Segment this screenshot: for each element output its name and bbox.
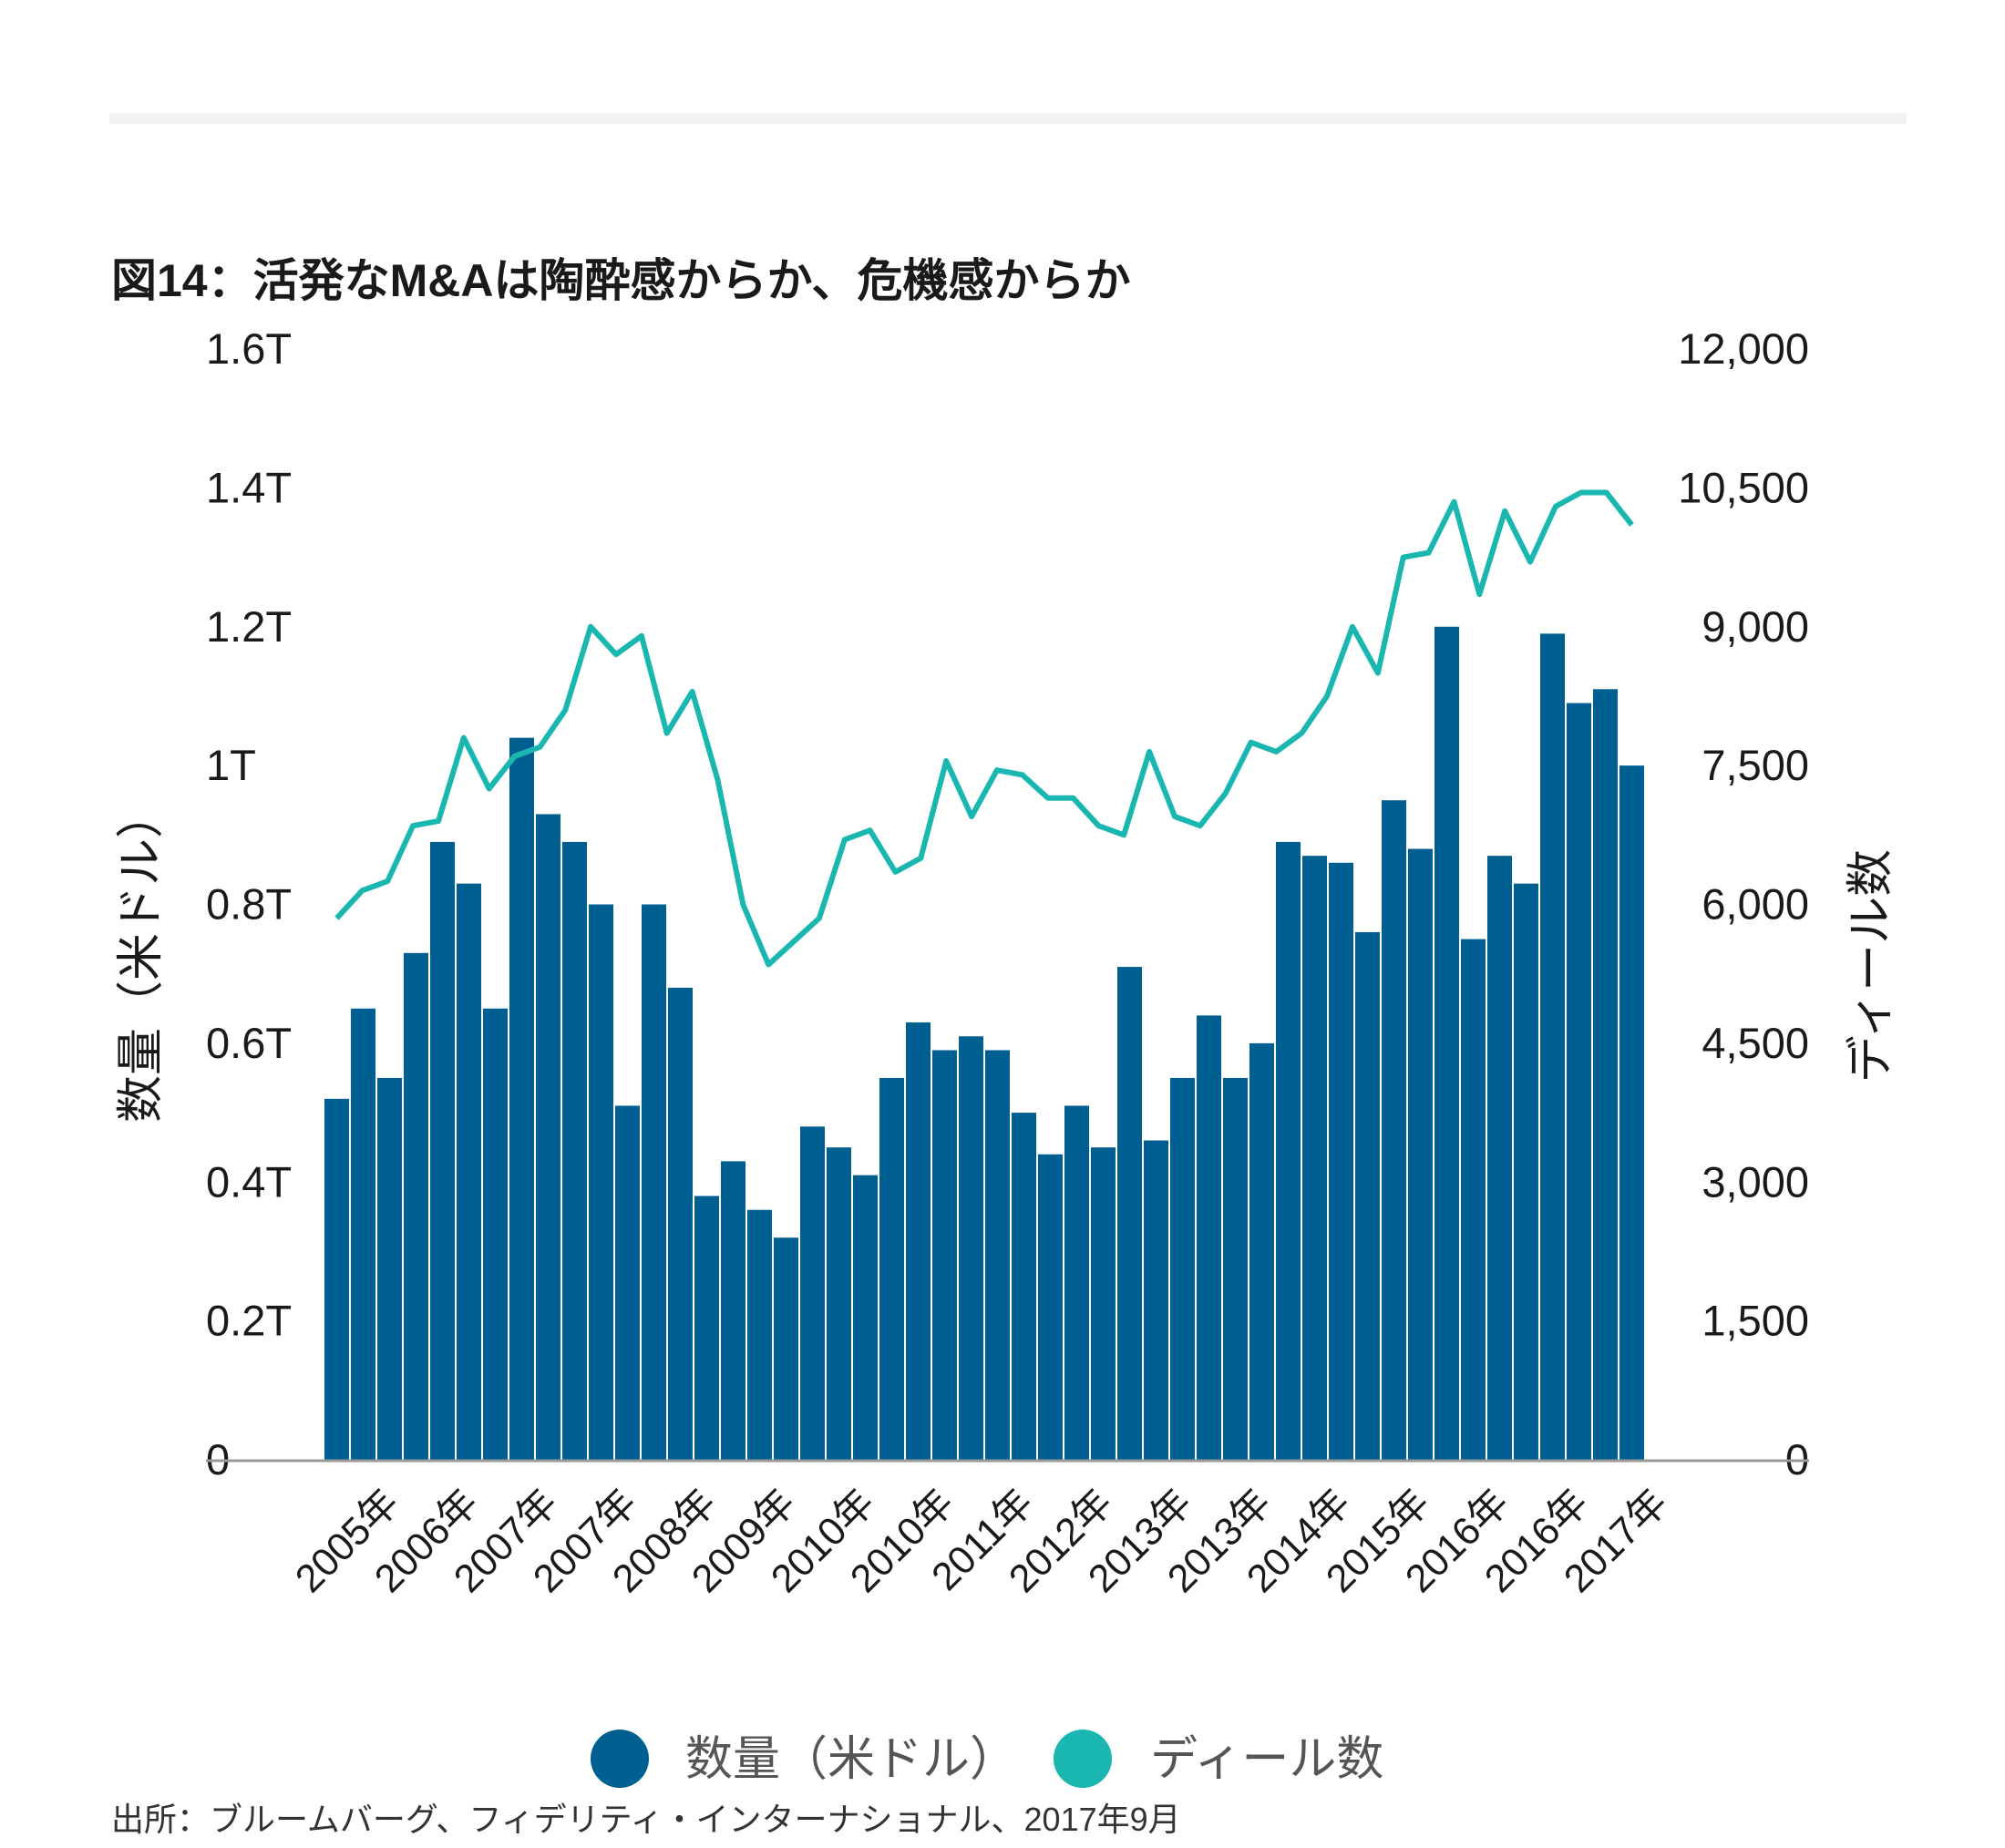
bar — [694, 1196, 719, 1460]
bar — [536, 814, 560, 1460]
bar — [1514, 883, 1538, 1460]
bar — [509, 737, 534, 1460]
bar — [1197, 1015, 1221, 1460]
bar — [562, 841, 587, 1460]
bar — [1276, 841, 1301, 1460]
bar — [1249, 1042, 1274, 1460]
bar — [1355, 931, 1380, 1460]
bar — [853, 1175, 878, 1460]
legend-swatch-deals — [1054, 1730, 1112, 1788]
left-tick-label: 1T — [206, 741, 256, 789]
bar — [1012, 1113, 1036, 1460]
right-axis-ticks: 01,5003,0004,5006,0007,5009,00010,50012,… — [1678, 324, 1809, 1484]
bar — [457, 883, 481, 1460]
x-axis-labels: 2005年2006年2007年2007年2008年2009年2010年2010年… — [287, 1481, 1676, 1601]
right-tick-label: 4,500 — [1702, 1019, 1809, 1067]
bar — [800, 1126, 825, 1460]
left-tick-label: 0.2T — [206, 1297, 292, 1345]
bar — [721, 1161, 745, 1460]
right-tick-label: 3,000 — [1702, 1157, 1809, 1206]
legend-swatch-volume — [591, 1730, 649, 1788]
right-tick-label: 10,500 — [1678, 463, 1809, 511]
bar — [906, 1022, 931, 1460]
bar — [377, 1077, 402, 1460]
bar — [1567, 703, 1591, 1460]
right-tick-label: 9,000 — [1702, 602, 1809, 651]
bar — [1487, 856, 1512, 1460]
left-tick-label: 1.2T — [206, 602, 292, 651]
legend: 数量（米ドル） ディール数 — [591, 1730, 1383, 1788]
source-note: 出所：ブルームバーグ、フィデリティ・インターナショナル、2017年9月 — [111, 1801, 1181, 1838]
top-divider — [109, 113, 1907, 124]
bar — [985, 1050, 1010, 1460]
legend-label-deals: ディール数 — [1150, 1733, 1383, 1786]
bar — [1382, 800, 1406, 1460]
deal-count-line — [334, 489, 1634, 968]
bar — [1091, 1147, 1116, 1460]
left-tick-label: 0.6T — [206, 1019, 292, 1067]
bar — [589, 904, 613, 1460]
bar — [404, 952, 428, 1460]
bar — [1461, 939, 1486, 1460]
bar — [351, 1008, 375, 1460]
bar — [1593, 689, 1618, 1460]
bar — [1064, 1105, 1089, 1460]
legend-label-volume: 数量（米ドル） — [685, 1733, 1017, 1786]
bar — [1329, 862, 1353, 1460]
chart-title: 図14：活発なM&Aは陶酔感からか、危機感からか — [111, 255, 1131, 306]
bar — [483, 1008, 508, 1460]
bar — [879, 1077, 904, 1460]
bar — [1302, 856, 1327, 1460]
bar — [1144, 1140, 1168, 1460]
left-axis-title: 数量（米ドル） — [115, 791, 168, 1123]
right-tick-label: 7,500 — [1702, 741, 1809, 789]
right-axis-title: ディール数 — [1845, 849, 1897, 1083]
bar — [1223, 1077, 1248, 1460]
bar — [1540, 633, 1565, 1460]
right-tick-label: 12,000 — [1678, 324, 1809, 373]
left-tick-label: 0.4T — [206, 1157, 292, 1206]
left-tick-label: 1.4T — [206, 463, 292, 511]
bar — [774, 1237, 798, 1460]
bar — [430, 841, 455, 1460]
bar — [642, 904, 666, 1460]
bar — [1117, 967, 1142, 1460]
bar — [1408, 848, 1433, 1460]
bar-series — [324, 626, 1644, 1460]
bar — [959, 1036, 983, 1460]
bar — [747, 1209, 772, 1460]
left-tick-label: 0.8T — [206, 880, 292, 929]
bar — [1434, 626, 1459, 1460]
bar — [827, 1147, 851, 1460]
bar — [668, 987, 693, 1460]
bar — [324, 1098, 349, 1460]
right-tick-label: 1,500 — [1702, 1297, 1809, 1345]
right-tick-label: 6,000 — [1702, 880, 1809, 929]
left-tick-label: 1.6T — [206, 324, 292, 373]
bar — [1170, 1077, 1195, 1460]
bar — [615, 1105, 640, 1460]
bar — [932, 1050, 957, 1460]
bar — [1619, 765, 1644, 1460]
bar — [1038, 1154, 1063, 1460]
